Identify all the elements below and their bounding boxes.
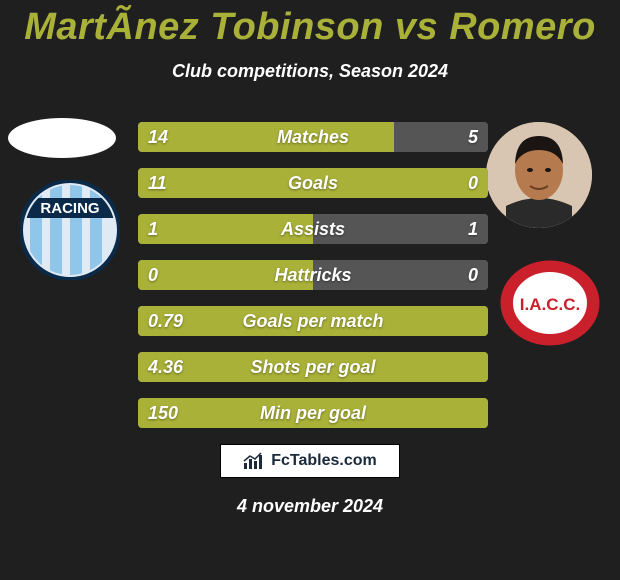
stat-row: 110Goals [138,168,488,198]
club-left-crest: RACING [20,180,120,280]
stat-row: 4.36Shots per goal [138,352,488,382]
stat-label: Shots per goal [138,352,488,382]
avatar-shirt [506,198,572,228]
stat-row: 00Hattricks [138,260,488,290]
stat-label: Hattricks [138,260,488,290]
stat-row: 0.79Goals per match [138,306,488,336]
player-right-avatar [486,122,592,228]
stat-label: Matches [138,122,488,152]
stat-row: 145Matches [138,122,488,152]
stat-row: 11Assists [138,214,488,244]
stats-bars: 145Matches 110Goals 11Assists 00Hattricks 0.… [138,122,488,444]
infographic: MartÃ­nez Tobinson vs Romero Club compet… [0,0,620,580]
page-title: MartÃ­nez Tobinson vs Romero [0,0,620,49]
stat-label: Assists [138,214,488,244]
crest-right-text: I.A.C.C. [520,295,580,314]
subtitle: Club competitions, Season 2024 [0,61,620,82]
stat-label: Goals per match [138,306,488,336]
stat-row: 150Min per goal [138,398,488,428]
stat-label: Goals [138,168,488,198]
brand-text: FcTables.com [271,452,377,470]
brand-box: FcTables.com [220,444,400,478]
crest-left-text: RACING [40,200,99,217]
brand-chart-icon [243,452,265,470]
club-right-crest: I.A.C.C. [500,260,600,346]
stat-label: Min per goal [138,398,488,428]
player-left-avatar [8,118,116,158]
date-line: 4 november 2024 [0,496,620,517]
